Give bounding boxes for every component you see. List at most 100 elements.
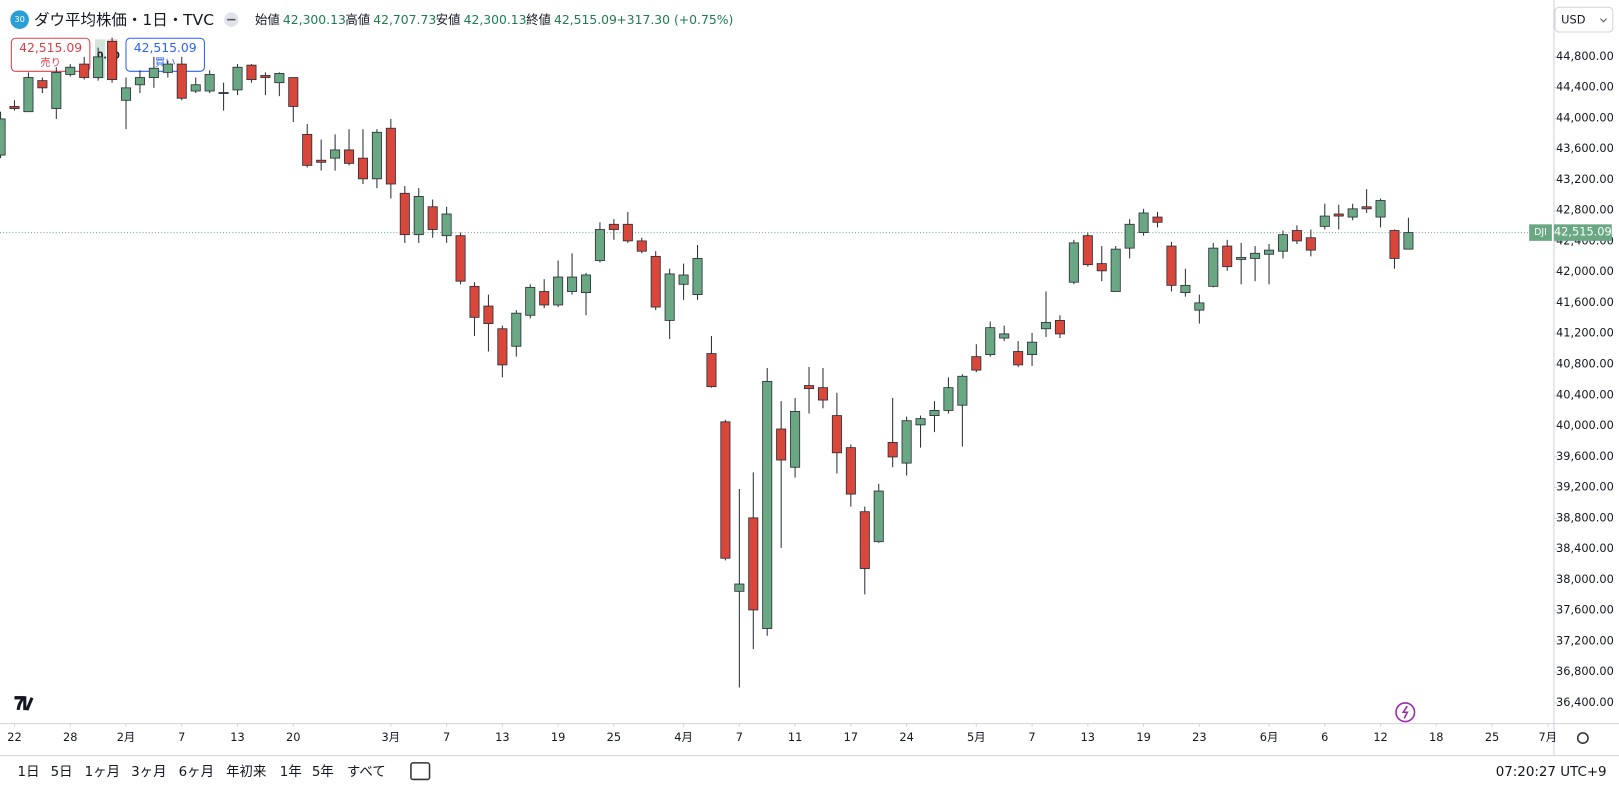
range-button[interactable]: 5年 [312, 764, 334, 780]
lightning-icon [1401, 705, 1409, 719]
y-tick-label: 41,200.00 [1556, 326, 1614, 340]
stat-label: 始値 [255, 12, 280, 27]
y-tick-label: 37,600.00 [1556, 603, 1614, 617]
settings-button[interactable] [1576, 732, 1589, 745]
x-tick-label: 20 [286, 730, 300, 744]
stat-label: 高値 [345, 12, 370, 27]
candle-body [399, 192, 410, 236]
price-tag [1553, 224, 1612, 241]
range-button[interactable]: 年初来 [226, 764, 266, 780]
candle-body [79, 63, 90, 78]
candle-body [734, 583, 745, 592]
candle-body [1180, 284, 1191, 294]
candle-body [943, 387, 954, 411]
range-button[interactable]: すべて [347, 764, 386, 780]
x-tick-label: 7 [178, 730, 185, 744]
candle-body [1291, 230, 1302, 242]
candle-body [413, 196, 424, 236]
candle-body [497, 328, 508, 366]
candle-body [274, 72, 285, 84]
y-tick-label: 38,800.00 [1556, 510, 1614, 524]
candle-body [762, 381, 773, 629]
candle-body [1040, 322, 1052, 330]
y-tick-label: 43,600.00 [1556, 141, 1614, 155]
lightning-button[interactable] [1395, 702, 1416, 723]
candle-body [636, 240, 647, 252]
range-button[interactable]: 6ヶ月 [179, 765, 214, 780]
candle-body [650, 255, 661, 308]
badge [10, 10, 29, 29]
candle-body [107, 40, 118, 81]
candle-body [1347, 208, 1358, 218]
x-tick-label: 7 [1028, 730, 1035, 744]
x-tick-label: 7 [736, 730, 743, 744]
range-button[interactable]: 1日 [18, 765, 40, 780]
candle-body [873, 490, 884, 543]
candle-body [427, 206, 438, 230]
x-tick-label: 24 [899, 730, 913, 744]
candle-body [1027, 341, 1038, 355]
candle-body [915, 418, 926, 426]
candle-body [357, 157, 368, 180]
candle-body [37, 80, 48, 89]
candle-body [23, 77, 34, 113]
dropdown-icon [1600, 18, 1607, 23]
candle-body [330, 149, 341, 159]
stat-value: 42,300.13 [283, 12, 346, 27]
y-tick-label: 39,200.00 [1556, 480, 1614, 494]
candle-body [1333, 213, 1344, 217]
x-tick-label: 7月 [1539, 730, 1558, 744]
stat-value: 42,707.73 [373, 12, 436, 27]
candle-body [929, 410, 940, 416]
range-button[interactable]: 1年 [280, 764, 302, 780]
candle-body [455, 235, 466, 282]
x-tick-label: 3月 [382, 730, 401, 744]
y-tick-label: 42,000.00 [1556, 264, 1614, 278]
x-tick-label: 23 [1192, 730, 1206, 744]
candle-body [957, 375, 968, 406]
candle-body [622, 223, 633, 242]
x-tick-label: 11 [788, 730, 802, 744]
y-tick-label: 44,400.00 [1556, 80, 1614, 94]
candle-body [162, 63, 173, 73]
range-button[interactable]: 3ヶ月 [131, 765, 166, 780]
candle-body [218, 92, 229, 94]
currency-button[interactable] [1554, 6, 1614, 33]
x-tick-label: 6月 [1260, 730, 1279, 744]
candle-body [1403, 232, 1414, 250]
x-tick-label: 12 [1373, 730, 1387, 744]
candle-body [1277, 234, 1288, 252]
date-range-button[interactable] [410, 762, 431, 781]
sell-button[interactable] [10, 37, 91, 72]
candle-body [511, 312, 522, 347]
sell-price: 42,515.09 [19, 40, 82, 55]
range-button[interactable]: 1ヶ月 [85, 765, 120, 780]
y-tick-label: 38,400.00 [1556, 541, 1614, 555]
candle-body [553, 276, 564, 306]
stat-label: 安値 [436, 12, 461, 27]
candle-body [93, 56, 104, 78]
y-tick-label: 36,400.00 [1556, 695, 1614, 709]
candle-body [692, 258, 703, 296]
x-tick-label: 22 [7, 730, 21, 744]
stat-value: 42,515.09 [554, 12, 617, 27]
candle-body [1110, 248, 1121, 292]
x-tick-label: 2月 [117, 730, 136, 744]
buy-price: 42,515.09 [134, 40, 197, 55]
candle-body [9, 106, 20, 109]
range-button[interactable]: 5日 [51, 765, 73, 780]
x-tick-label: 5月 [967, 730, 986, 744]
candle-body [1013, 351, 1024, 366]
candle-body [887, 442, 898, 458]
x-tick-label: 13 [495, 730, 509, 744]
candle-body [748, 517, 759, 611]
candle-body [580, 274, 592, 294]
x-tick-label: 13 [1081, 730, 1095, 744]
candle-body [901, 420, 912, 464]
stat-label: 終値 [526, 12, 551, 27]
y-tick-label: 36,800.00 [1556, 664, 1614, 678]
candle-body [720, 421, 731, 559]
y-tick-label: 42,800.00 [1556, 203, 1614, 217]
price-tag-text: 42,515.09 [1554, 225, 1612, 239]
clock: 07:20:27 UTC+9 [1496, 765, 1607, 780]
